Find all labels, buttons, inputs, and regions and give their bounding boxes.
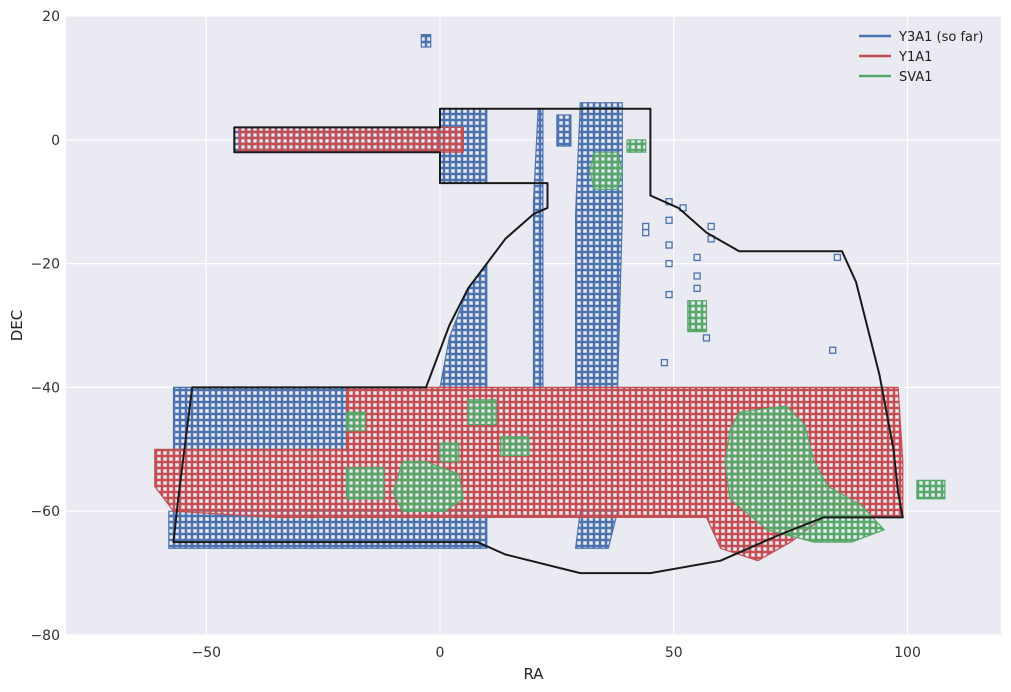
data-point	[665, 259, 673, 268]
x-tick-label: 100	[894, 645, 921, 661]
data-point	[833, 253, 842, 262]
y-tick-label: −20	[30, 257, 60, 273]
y-axis-title: DEC	[8, 310, 26, 342]
coverage-region	[392, 461, 465, 512]
coverage-region	[345, 411, 366, 432]
coverage-region	[238, 126, 464, 153]
coverage-region	[345, 467, 385, 500]
coverage-region	[626, 139, 647, 153]
legend-label: Y3A1 (so far)	[898, 30, 983, 45]
coverage-region	[500, 436, 530, 457]
coverage-region	[439, 442, 460, 463]
footprint-outline	[172, 107, 904, 575]
data-point	[702, 334, 711, 342]
series-y1a1	[154, 126, 904, 562]
data-point	[665, 290, 673, 299]
y-tick-label: −80	[30, 628, 60, 644]
data-layer	[154, 34, 946, 562]
y-tick-label: −40	[30, 380, 60, 396]
x-tick-label: −50	[191, 645, 221, 661]
coverage-region	[556, 114, 572, 147]
coverage-region	[172, 386, 348, 450]
coverage-region	[724, 405, 886, 543]
coverage-region	[420, 34, 432, 48]
coverage-region	[588, 151, 623, 190]
data-point	[693, 284, 701, 293]
data-point	[642, 228, 650, 237]
coverage-region	[467, 399, 497, 426]
data-point	[660, 358, 669, 367]
data-point	[693, 272, 701, 280]
coverage-region	[575, 102, 623, 388]
tick-labels: −50 0 50 100 20 0 −20 −40 −60 −80	[30, 9, 920, 661]
coverage-region	[154, 386, 904, 562]
x-tick-label: 0	[436, 645, 445, 661]
data-point	[665, 241, 673, 249]
data-point	[829, 346, 837, 354]
footprint-layer	[172, 107, 904, 575]
coverage-region	[916, 479, 946, 500]
legend: Y3A1 (so far) Y1A1 SVA1	[859, 30, 983, 85]
coverage-region	[687, 300, 708, 333]
y-tick-label: 0	[51, 133, 60, 149]
data-point	[693, 253, 701, 262]
y-tick-label: 20	[42, 9, 60, 25]
x-axis-title: RA	[523, 665, 544, 683]
legend-label: SVA1	[899, 70, 932, 85]
y-tick-label: −60	[30, 504, 60, 520]
x-tick-label: 50	[665, 645, 683, 661]
series-sva1	[345, 139, 946, 543]
data-point	[707, 222, 715, 231]
data-point	[665, 216, 673, 224]
legend-label: Y1A1	[898, 50, 932, 65]
